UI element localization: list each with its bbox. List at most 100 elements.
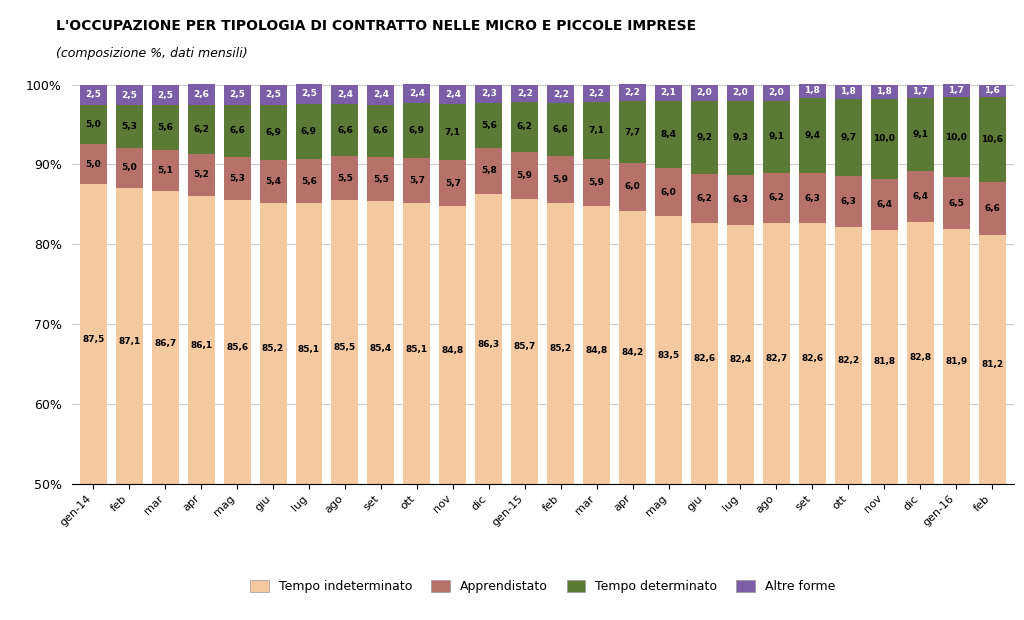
Bar <box>727 100 754 175</box>
Text: 2,4: 2,4 <box>444 90 461 99</box>
Bar <box>691 174 718 223</box>
Text: 2,0: 2,0 <box>769 88 784 97</box>
Text: 5,5: 5,5 <box>373 175 389 184</box>
Bar <box>979 97 1006 182</box>
Text: 6,2: 6,2 <box>696 194 713 203</box>
Bar <box>799 173 826 223</box>
Text: 2,0: 2,0 <box>732 88 749 97</box>
Bar <box>511 84 539 102</box>
Text: 84,8: 84,8 <box>586 346 608 355</box>
Text: 82,6: 82,6 <box>802 354 823 363</box>
Text: 2,5: 2,5 <box>265 90 281 99</box>
Bar <box>547 86 574 103</box>
Bar <box>152 105 178 150</box>
Text: 9,1: 9,1 <box>768 132 784 141</box>
Bar <box>907 170 934 222</box>
Text: 87,1: 87,1 <box>118 337 140 346</box>
Text: 10,6: 10,6 <box>981 135 1004 144</box>
Bar <box>511 152 539 198</box>
Text: 85,1: 85,1 <box>298 345 321 353</box>
Bar <box>547 203 574 484</box>
Text: 10,0: 10,0 <box>873 135 895 143</box>
Text: 84,2: 84,2 <box>622 348 644 357</box>
Text: 9,7: 9,7 <box>841 133 856 142</box>
Text: 6,5: 6,5 <box>948 198 965 208</box>
Bar <box>727 84 754 100</box>
Bar <box>655 216 682 484</box>
Text: 6,2: 6,2 <box>194 125 209 134</box>
Bar <box>620 84 646 101</box>
Bar <box>116 86 142 105</box>
Text: 1,6: 1,6 <box>984 86 1000 95</box>
Text: 82,2: 82,2 <box>838 356 859 365</box>
Text: 2,6: 2,6 <box>194 90 209 99</box>
Bar <box>907 84 934 98</box>
Bar <box>691 223 718 484</box>
Bar <box>187 105 215 154</box>
Bar <box>332 156 358 200</box>
Text: 82,6: 82,6 <box>693 354 716 363</box>
Text: 6,6: 6,6 <box>337 126 353 135</box>
Bar <box>870 99 898 179</box>
Text: 5,4: 5,4 <box>265 177 281 185</box>
Bar <box>80 84 106 105</box>
Text: 9,1: 9,1 <box>912 130 929 139</box>
Text: 5,6: 5,6 <box>158 123 173 132</box>
Bar <box>979 84 1006 97</box>
Bar <box>475 84 502 103</box>
Text: 6,9: 6,9 <box>301 126 317 136</box>
Text: 5,9: 5,9 <box>553 175 568 184</box>
Bar <box>403 203 430 484</box>
Text: 86,7: 86,7 <box>154 339 176 348</box>
Text: 2,5: 2,5 <box>158 91 173 100</box>
Bar <box>870 179 898 230</box>
Text: 85,5: 85,5 <box>334 343 356 352</box>
Bar <box>152 191 178 484</box>
Bar <box>907 98 934 170</box>
Bar <box>727 225 754 484</box>
Text: 6,2: 6,2 <box>768 193 784 202</box>
Text: 6,0: 6,0 <box>625 182 640 191</box>
Text: 85,2: 85,2 <box>262 344 284 353</box>
Bar <box>511 198 539 484</box>
Bar <box>296 104 323 159</box>
Bar <box>368 201 394 484</box>
Text: 2,2: 2,2 <box>589 89 604 98</box>
Text: 6,3: 6,3 <box>732 195 749 205</box>
Text: 85,4: 85,4 <box>370 343 392 353</box>
Text: 5,6: 5,6 <box>301 177 317 185</box>
Bar <box>943 177 970 229</box>
Text: 86,3: 86,3 <box>478 340 500 349</box>
Bar <box>907 222 934 484</box>
Text: 82,8: 82,8 <box>909 353 932 363</box>
Text: 9,4: 9,4 <box>804 131 820 140</box>
Text: 6,9: 6,9 <box>265 128 281 136</box>
Bar <box>870 84 898 99</box>
Bar <box>763 173 790 223</box>
Text: 5,3: 5,3 <box>121 122 137 131</box>
Bar <box>655 84 682 101</box>
Text: 5,0: 5,0 <box>85 160 101 169</box>
Bar <box>835 84 862 99</box>
Bar <box>511 102 539 152</box>
Text: 5,9: 5,9 <box>517 170 532 180</box>
Bar <box>187 154 215 195</box>
Text: 82,4: 82,4 <box>729 355 752 364</box>
Bar <box>152 86 178 105</box>
Bar <box>547 156 574 203</box>
Text: 84,8: 84,8 <box>441 346 464 355</box>
Bar <box>296 159 323 203</box>
Text: 9,3: 9,3 <box>732 133 749 142</box>
Text: 6,4: 6,4 <box>877 200 892 209</box>
Bar <box>439 104 466 161</box>
Bar <box>116 105 142 148</box>
Text: 5,8: 5,8 <box>481 166 497 175</box>
Text: 10,0: 10,0 <box>945 133 967 142</box>
Bar <box>691 100 718 174</box>
Bar <box>835 176 862 227</box>
Text: 6,9: 6,9 <box>409 126 425 135</box>
Bar <box>979 182 1006 234</box>
Text: 2,2: 2,2 <box>553 90 568 99</box>
Text: 7,7: 7,7 <box>625 128 641 136</box>
Text: 1,8: 1,8 <box>877 87 892 96</box>
